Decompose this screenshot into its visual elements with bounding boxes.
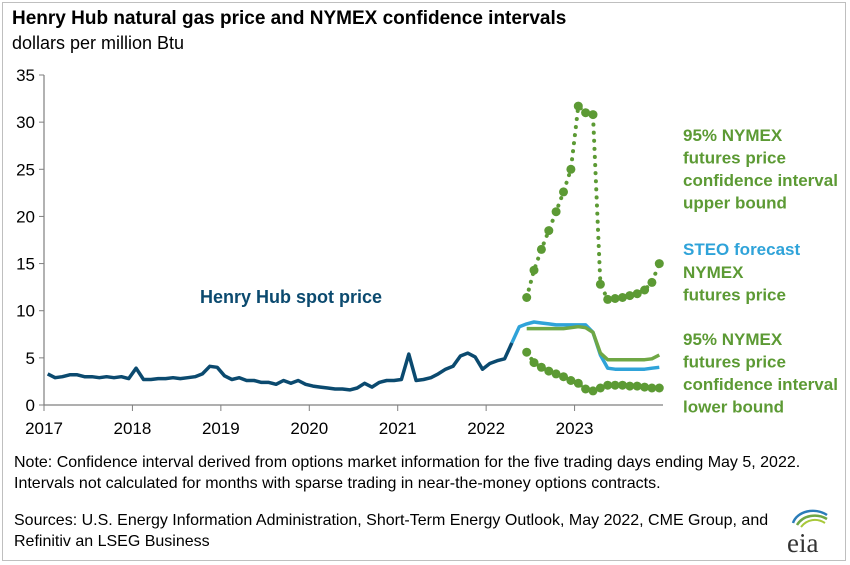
chart-sources: Sources: U.S. Energy Information Adminis… bbox=[14, 512, 769, 550]
upper-bound-series-point bbox=[603, 294, 613, 304]
lower-bound-series-point bbox=[654, 383, 664, 393]
lower-bound-series-point bbox=[566, 376, 576, 385]
y-tick-label: 15 bbox=[16, 255, 35, 274]
x-tick-label: 2019 bbox=[202, 419, 240, 438]
lower-bound-series-point bbox=[544, 366, 554, 376]
lower-bound-label: 95% NYMEX bbox=[683, 330, 783, 349]
upper-bound-series-point bbox=[529, 265, 539, 275]
y-tick-label: 5 bbox=[26, 349, 35, 368]
y-tick-label: 35 bbox=[16, 66, 35, 85]
upper-bound-series-point bbox=[640, 285, 650, 295]
x-tick-label: 2018 bbox=[114, 419, 152, 438]
nymex-futures-label: futures price bbox=[683, 286, 786, 305]
nymex-futures-label: NYMEX bbox=[683, 263, 744, 282]
lower-bound-series-point bbox=[559, 372, 568, 382]
lower-bound-series-point bbox=[536, 362, 546, 372]
upper-bound-series-point bbox=[573, 101, 583, 111]
lower-bound-series-point bbox=[595, 383, 605, 393]
spot-price-line bbox=[46, 342, 514, 392]
eia-logo-text: eia bbox=[787, 528, 819, 558]
lower-bound-series-point bbox=[640, 382, 650, 392]
upper-bound-label: 95% NYMEX bbox=[683, 126, 783, 145]
lower-bound-label: lower bound bbox=[683, 398, 784, 417]
upper-bound-series-point bbox=[544, 226, 554, 236]
chart-title: Henry Hub natural gas price and NYMEX co… bbox=[12, 8, 567, 29]
line-chart: 0 5 10 15 20 25 30 35 2017 2018 2019 2020 2021 2022 20… bbox=[16, 66, 838, 438]
lower-bound-series-point bbox=[610, 380, 620, 390]
y-tick-label: 30 bbox=[16, 113, 35, 132]
upper-bound-series-point bbox=[581, 108, 591, 118]
x-tick-label: 2021 bbox=[379, 419, 417, 438]
lower-bound-label: confidence interval bbox=[683, 375, 838, 394]
upper-bound-series-point bbox=[522, 293, 532, 302]
upper-bound-series-point bbox=[566, 164, 576, 174]
y-tick-label: 20 bbox=[16, 207, 35, 226]
y-tick-label: 0 bbox=[26, 396, 35, 415]
x-tick-label: 2017 bbox=[25, 419, 63, 438]
lower-bound-series-point bbox=[573, 378, 583, 388]
upper-bound-series-dots bbox=[524, 102, 662, 302]
lower-bound-series-point bbox=[603, 380, 613, 390]
lower-bound-series-point bbox=[529, 358, 539, 368]
eia-logo-icon bbox=[791, 509, 828, 528]
lower-bound-series-point bbox=[647, 383, 657, 393]
steo-forecast-label: STEO forecast bbox=[683, 240, 800, 259]
nymex-futures-line bbox=[526, 324, 661, 362]
upper-bound-series-point bbox=[610, 294, 620, 303]
spot-price-annotation: Henry Hub spot price bbox=[200, 287, 382, 307]
upper-bound-series-point bbox=[551, 207, 561, 217]
upper-bound-label: confidence interval bbox=[683, 171, 838, 190]
upper-bound-series-point bbox=[632, 289, 642, 299]
upper-bound-series-point bbox=[618, 293, 627, 302]
upper-bound-label: futures price bbox=[683, 149, 786, 168]
lower-bound-label: futures price bbox=[683, 353, 786, 372]
y-tick-label: 10 bbox=[16, 302, 35, 321]
lower-bound-series-point bbox=[522, 347, 532, 357]
x-tick-label: 2020 bbox=[290, 419, 328, 438]
chart-subtitle: dollars per million Btu bbox=[12, 33, 185, 53]
x-tick-label: 2022 bbox=[467, 419, 505, 438]
y-tick-label: 25 bbox=[16, 160, 35, 179]
upper-bound-series-point bbox=[588, 110, 598, 120]
lower-bound-series-point bbox=[625, 381, 635, 391]
lower-bound-series-point bbox=[551, 369, 561, 379]
upper-bound-series-point bbox=[647, 277, 657, 287]
upper-bound-series-point bbox=[595, 279, 605, 289]
upper-bound-series-point bbox=[625, 291, 635, 301]
upper-bound-series-point bbox=[559, 187, 568, 197]
lower-bound-series-point bbox=[632, 381, 642, 391]
chart-note: Note: Confidence interval derived from o… bbox=[14, 454, 801, 492]
upper-bound-label: upper bound bbox=[683, 194, 787, 213]
steo-forecast-line bbox=[510, 320, 660, 371]
lower-bound-series-point bbox=[618, 380, 627, 390]
lower-bound-series-point bbox=[588, 386, 598, 396]
x-tick-label: 2023 bbox=[556, 419, 594, 438]
upper-bound-series-point bbox=[654, 259, 664, 269]
lower-bound-series-point bbox=[581, 384, 591, 394]
upper-bound-series-point bbox=[536, 244, 546, 254]
